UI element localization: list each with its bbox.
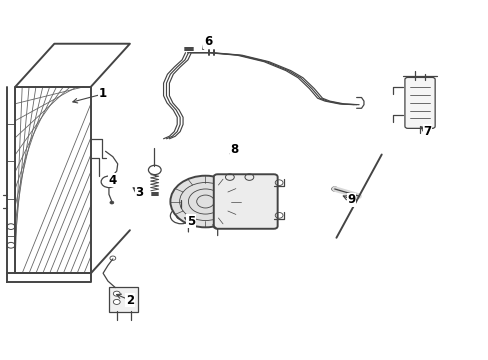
Circle shape	[113, 291, 120, 296]
FancyBboxPatch shape	[213, 174, 277, 229]
Text: 6: 6	[203, 35, 212, 49]
Circle shape	[170, 176, 240, 227]
Text: 1: 1	[99, 87, 107, 100]
Circle shape	[125, 296, 132, 301]
Text: 3: 3	[135, 186, 143, 199]
Text: 8: 8	[230, 143, 238, 156]
Text: 5: 5	[186, 215, 195, 228]
Text: 9: 9	[347, 193, 355, 206]
Circle shape	[113, 300, 120, 305]
Text: 4: 4	[108, 174, 117, 186]
FancyBboxPatch shape	[404, 77, 434, 129]
Circle shape	[110, 201, 114, 204]
Text: 7: 7	[423, 125, 430, 138]
Text: 2: 2	[125, 294, 134, 307]
FancyBboxPatch shape	[109, 287, 138, 312]
